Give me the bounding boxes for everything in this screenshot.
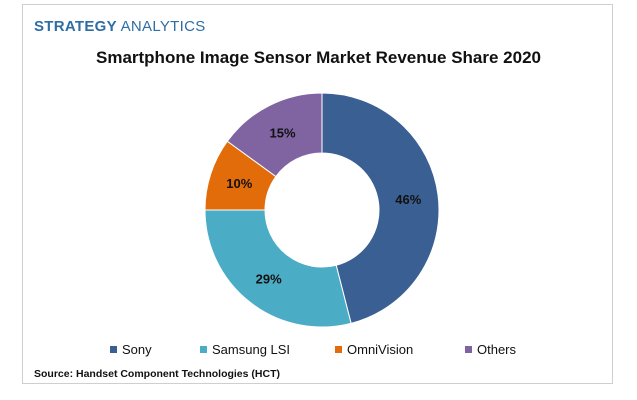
legend-item-others: Others: [465, 342, 516, 357]
data-label-sony: 46%: [395, 192, 421, 207]
data-label-samsung-lsi: 29%: [256, 272, 282, 287]
slice-samsung-lsi: [204, 209, 352, 328]
data-label-omnivision: 10%: [226, 176, 252, 191]
legend-swatch: [465, 346, 472, 353]
legend-item-omnivision: OmniVision: [335, 342, 413, 357]
data-label-others: 15%: [269, 125, 295, 140]
legend-label: Others: [477, 342, 517, 357]
slice-others: [226, 92, 323, 178]
brand-word-1: STRATEGY: [34, 18, 117, 35]
source-note: Source: Handset Component Technologies (…: [34, 368, 280, 380]
legend-label: Sony: [122, 342, 152, 357]
chart-legend: Sony Samsung LSI OmniVision Others: [0, 342, 637, 358]
legend-swatch: [200, 346, 207, 353]
chart-title: Smartphone Image Sensor Market Revenue S…: [95, 48, 541, 67]
legend-label: Samsung LSI: [212, 342, 291, 357]
legend-swatch: [335, 346, 342, 353]
legend-swatch: [110, 346, 117, 353]
slice-sony: [321, 92, 440, 324]
legend-label: OmniVision: [347, 342, 414, 357]
brand-word-2: ANALYTICS: [120, 18, 206, 35]
brand-logo: STRATEGY ANALYTICS: [34, 18, 206, 35]
legend-item-samsung-lsi: Samsung LSI: [200, 342, 290, 357]
legend-item-sony: Sony: [110, 342, 152, 357]
